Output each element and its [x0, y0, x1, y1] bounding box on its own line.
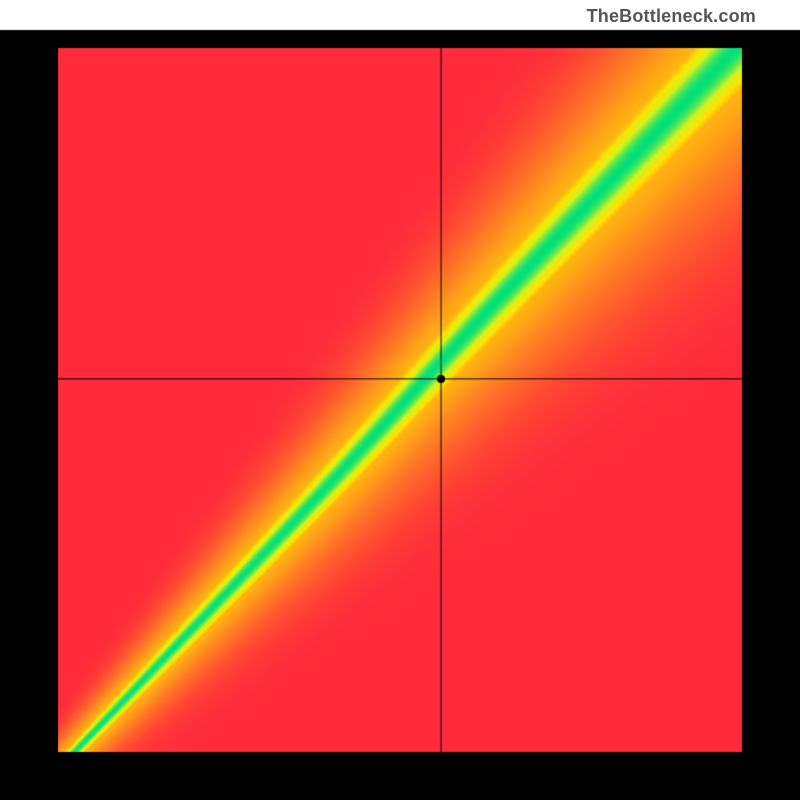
- heatmap-canvas: [0, 0, 800, 800]
- watermark-text: TheBottleneck.com: [587, 6, 756, 27]
- chart-container: TheBottleneck.com: [0, 0, 800, 800]
